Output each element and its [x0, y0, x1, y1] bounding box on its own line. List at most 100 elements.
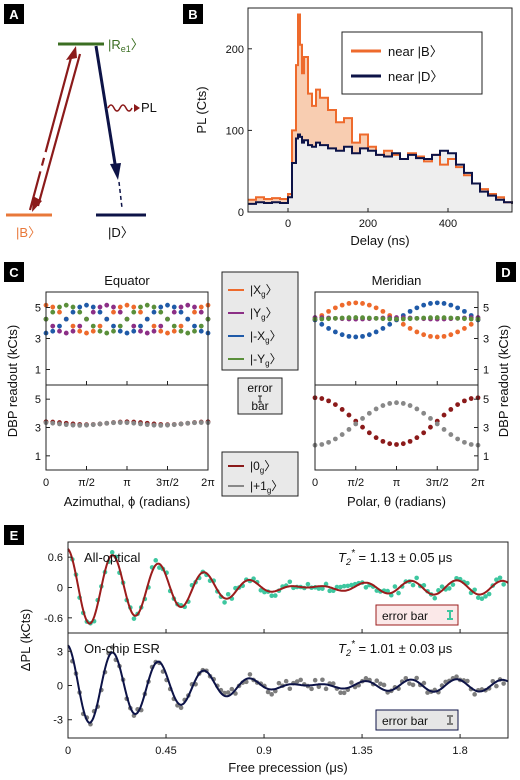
- dbp-ytick-label: 3: [483, 423, 489, 435]
- dbp-xtick-label: π: [123, 477, 131, 489]
- cd-legend-name: |X: [250, 283, 261, 297]
- cd-error-text-1: error: [247, 381, 272, 395]
- equator-top-point-3: [77, 309, 83, 315]
- meridian-bottom-point-1: [339, 432, 345, 437]
- dbp-ytick-label: 3: [483, 334, 489, 346]
- e-bottom-t2-value: = 1.01 ± 0.03 μs: [355, 641, 453, 656]
- meridian-top-point-1: [380, 326, 386, 331]
- pl-ytick-label: 100: [226, 125, 244, 137]
- e-top-point: [396, 590, 401, 596]
- equator-top-point-2: [70, 309, 76, 315]
- equator-top-point-2: [63, 316, 69, 322]
- panel-b: B 0 200 400 0 100 200 Delay (ns) PL (Cts) near …: [183, 4, 513, 248]
- e-bottom-t2-star: *: [351, 639, 356, 650]
- pl-legend: near |B〉 near |D〉: [341, 31, 483, 95]
- meridian-bottom-point-1: [462, 439, 467, 445]
- cd-legend-text-1: |Yg〉: [250, 306, 278, 322]
- equator-top-point-1: [90, 309, 96, 315]
- equator-top-point-1: [77, 323, 83, 329]
- dbp-ytick-label: 1: [35, 365, 41, 377]
- e-bottom-point: [247, 672, 253, 677]
- e-bottom-point: [283, 678, 289, 684]
- equator-top-point-2: [144, 316, 150, 322]
- equator-top-point-2: [124, 330, 130, 336]
- meridian-bottom-point-1: [421, 410, 427, 416]
- equator-top-point-0: [90, 328, 96, 334]
- meridian-top-point-1: [414, 305, 420, 311]
- panel-c-label: C: [9, 265, 19, 280]
- level-r-label: |Re1〉: [108, 37, 144, 54]
- e-top-point: [414, 575, 419, 581]
- cd-legend-lower-bracket: 〉: [271, 479, 283, 493]
- meridian-top-point-3: [421, 315, 427, 321]
- e-bottom-error-box: [375, 709, 459, 731]
- equator-bottom-point-1: [165, 422, 170, 428]
- cd-legend-lower-box: [221, 451, 299, 497]
- equator-top-point-0: [84, 330, 89, 336]
- meridian-top-point-1: [421, 302, 427, 308]
- e-top-t2-sym: T: [338, 550, 347, 565]
- e-bottom-point: [298, 677, 303, 683]
- meridian-bottom-point-1: [380, 403, 386, 408]
- cd-legend-name: |-X: [250, 329, 265, 343]
- e-top-point: [323, 581, 329, 587]
- e-top-point: [439, 584, 445, 589]
- meridian-top-point-3: [441, 315, 447, 321]
- equator-top-point-1: [70, 328, 76, 334]
- equator-top-point-3: [165, 316, 170, 322]
- cd-legend-box: [221, 271, 299, 371]
- e-bottom-point: [465, 678, 470, 684]
- equator-top-point-0: [111, 309, 116, 315]
- e-bottom-point: [229, 686, 235, 692]
- meridian-top-point-1: [462, 308, 467, 314]
- equator-top-point-0: [138, 309, 143, 315]
- pl-xlabel: Delay (ns): [350, 233, 409, 248]
- equator-bottom-point-1: [50, 420, 56, 426]
- meridian-top-frame: [314, 291, 479, 386]
- e-bottom-point: [425, 690, 430, 695]
- meridian-top-point-3: [380, 316, 386, 322]
- e-bottom-point: [414, 675, 419, 681]
- dbp-xtick-label: π/2: [347, 477, 364, 489]
- e-xlabel: Free precession (μs): [228, 760, 347, 775]
- dbp-ytick-label: 5: [483, 303, 489, 315]
- dbp-ytick-label: 1: [483, 451, 489, 463]
- e-xtick-label: 0: [65, 745, 71, 757]
- meridian-top-point-0: [421, 332, 427, 338]
- meridian-ylabel: DBP readout (kCts): [496, 325, 511, 437]
- equator-top-point-2: [57, 323, 62, 329]
- decay-arrow-d-head: [110, 163, 121, 180]
- meridian-top-point-0: [380, 308, 386, 314]
- equator-top-point-2: [97, 309, 103, 315]
- meridian-bottom-point-0: [366, 430, 372, 436]
- e-top-point: [363, 585, 369, 590]
- equator-bottom-point-1: [144, 422, 150, 428]
- equator-bottom-point-1: [117, 420, 123, 425]
- meridian-bottom-point-1: [455, 436, 461, 442]
- e-bottom-point: [309, 686, 314, 692]
- meridian-bottom-point-0: [394, 442, 399, 447]
- pl-legend-text-b: near |B〉: [388, 44, 443, 59]
- meridian-top-point-3: [434, 315, 440, 320]
- meridian-bottom-point-1: [441, 427, 447, 432]
- equator-top-point-1: [111, 304, 116, 310]
- decay-arrow-down: [36, 53, 82, 207]
- meridian-bottom-point-1: [319, 442, 325, 447]
- meridian-top-point-0: [448, 332, 454, 338]
- e-xtick-label: 0.45: [155, 745, 176, 757]
- e-top-point: [421, 583, 427, 588]
- e-bottom-point: [410, 682, 416, 688]
- e-top-point: [472, 587, 477, 593]
- meridian-top-point-3: [414, 315, 420, 321]
- equator-top-point-3: [171, 323, 177, 329]
- meridian-bottom-point-1: [414, 406, 420, 412]
- dbp-xlabel: Azimuthal, ϕ (radians): [64, 494, 191, 509]
- decay-arrow-down-head: [32, 196, 42, 212]
- equator-bottom-point-1: [131, 420, 137, 426]
- dbp-xtick-label: 2π: [471, 477, 485, 489]
- e-top-t2-text: T2* = 1.13 ± 0.05 μs: [338, 548, 453, 567]
- e-bottom-point: [331, 681, 336, 686]
- e-top-point: [432, 595, 438, 601]
- pl-xtick-label: 400: [439, 218, 457, 230]
- dbp-ytick-label: 3: [35, 334, 41, 346]
